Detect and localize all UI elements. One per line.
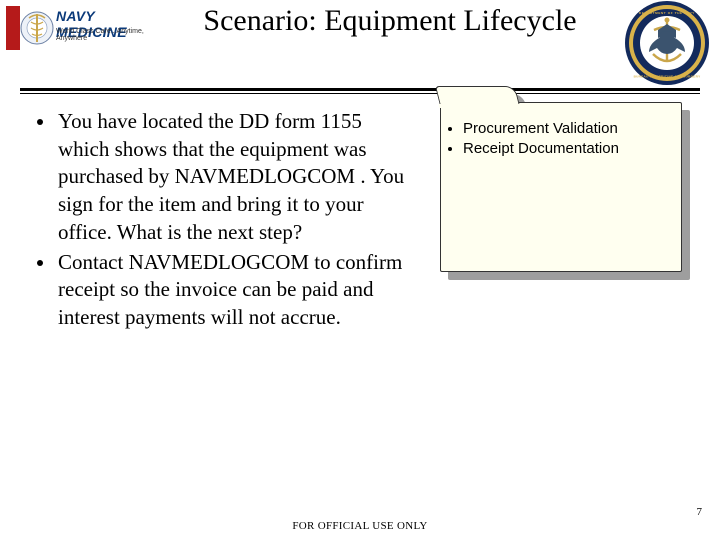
navy-medicine-logo: NAVY MEDICINE World Class Care...Anytime… xyxy=(6,6,168,50)
page-number: 7 xyxy=(697,506,703,518)
svg-text:BUREAU OF MEDICINE AND SURGERY: BUREAU OF MEDICINE AND SURGERY xyxy=(634,75,702,79)
caduceus-icon xyxy=(20,6,54,50)
slide: NAVY MEDICINE World Class Care...Anytime… xyxy=(0,0,720,540)
header: NAVY MEDICINE World Class Care...Anytime… xyxy=(0,0,720,92)
folder-tab xyxy=(435,86,520,106)
logo-tagline: World Class Care...Anytime, Anywhere xyxy=(56,28,168,42)
footer-classification: FOR OFFICIAL USE ONLY xyxy=(0,520,720,532)
bumed-seal-icon: DEPARTMENT OF THE NAVY BUREAU OF MEDICIN… xyxy=(624,0,710,86)
list-item: Contact NAVMEDLOGCOM to confirm receipt … xyxy=(56,249,406,332)
svg-text:DEPARTMENT OF THE NAVY: DEPARTMENT OF THE NAVY xyxy=(639,11,695,15)
left-column: You have located the DD form 1155 which … xyxy=(36,108,406,334)
folder-bullet-list: Procurement Validation Receipt Documenta… xyxy=(463,119,673,160)
body: You have located the DD form 1155 which … xyxy=(36,108,700,508)
header-divider xyxy=(20,88,700,94)
list-item: Procurement Validation xyxy=(463,119,673,139)
list-item: You have located the DD form 1155 which … xyxy=(56,108,406,247)
main-bullet-list: You have located the DD form 1155 which … xyxy=(56,108,406,332)
logo-red-bar xyxy=(6,6,20,50)
folder-callout: Procurement Validation Receipt Documenta… xyxy=(440,102,682,272)
list-item: Receipt Documentation xyxy=(463,139,673,159)
slide-title: Scenario: Equipment Lifecycle xyxy=(170,4,610,39)
